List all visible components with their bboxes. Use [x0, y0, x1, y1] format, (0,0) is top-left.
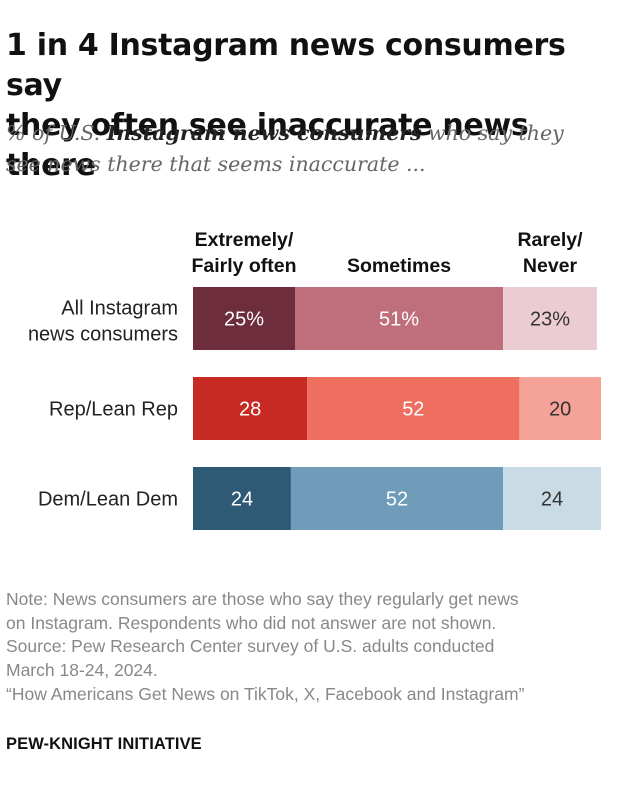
source-line-2: March 18-24, 2024. — [6, 660, 158, 681]
subtitle-line-2: see news there that seems inaccurate ... — [6, 152, 426, 176]
bar-segment-1-3 — [503, 287, 597, 350]
series-header-2-line-1: Sometimes — [347, 255, 451, 277]
series-header-1-line-2: Fairly often — [191, 255, 296, 277]
subtitle-emphasis: Instagram news consumers — [106, 121, 422, 145]
subtitle-prefix: % of U.S. — [6, 121, 107, 145]
bar-segment-1-2 — [295, 287, 504, 350]
series-header-3-line-2: Never — [523, 255, 578, 277]
data-label-3-2: 52 — [386, 489, 408, 511]
bar-segment-3-1 — [193, 467, 291, 530]
report-title-line: “How Americans Get News on TikTok, X, Fa… — [6, 683, 525, 704]
note-line-2: on Instagram. Respondents who did not an… — [6, 612, 497, 633]
subtitle-suffix: who say they — [421, 121, 564, 145]
data-label-1-3: 23% — [530, 309, 570, 331]
category-label-1-line-2: news consumers — [28, 324, 178, 346]
data-label-2-1: 28 — [239, 399, 261, 421]
category-label-2: Rep/Lean Rep — [49, 399, 178, 421]
data-label-2-3: 20 — [549, 399, 571, 421]
chart-subtitle: % of U.S. Instagram news consumers who s… — [6, 118, 614, 180]
data-label-3-3: 24 — [541, 489, 563, 511]
bar-segment-2-3 — [519, 377, 601, 440]
chart-title: 1 in 4 Instagram news consumers say they… — [6, 26, 606, 186]
data-label-1-2: 51% — [379, 309, 419, 331]
series-header-1-line-1: Extremely/ — [195, 229, 294, 251]
bar-segment-1-1 — [193, 287, 295, 350]
chart-notes: Note: News consumers are those who say t… — [6, 588, 614, 707]
stacked-bar-chart: Extremely/Fairly often Sometimes Rarely/Ne… — [28, 229, 601, 530]
chart-title-line-1: 1 in 4 Instagram news consumers say — [6, 28, 566, 103]
chart-title-line-2: they often see inaccurate news there — [6, 108, 529, 183]
source-line-1: Source: Pew Research Center survey of U.… — [6, 636, 495, 657]
bar-segment-2-2 — [307, 377, 520, 440]
note-line-1: Note: News consumers are those who say t… — [6, 589, 519, 609]
category-label-3: Dem/Lean Dem — [38, 489, 178, 511]
bar-segment-3-3 — [503, 467, 601, 530]
data-label-2-2: 52 — [402, 399, 424, 421]
footer-brand: PEW-KNIGHT INITIATIVE — [6, 735, 202, 753]
data-label-1-1: 25% — [224, 309, 264, 331]
bar-segment-3-2 — [290, 467, 504, 530]
bar-segment-2-1 — [193, 377, 308, 440]
series-header-3-line-1: Rarely/ — [517, 229, 583, 251]
category-label-1-line-1: All Instagram — [61, 298, 178, 320]
data-label-3-1: 24 — [231, 489, 253, 511]
